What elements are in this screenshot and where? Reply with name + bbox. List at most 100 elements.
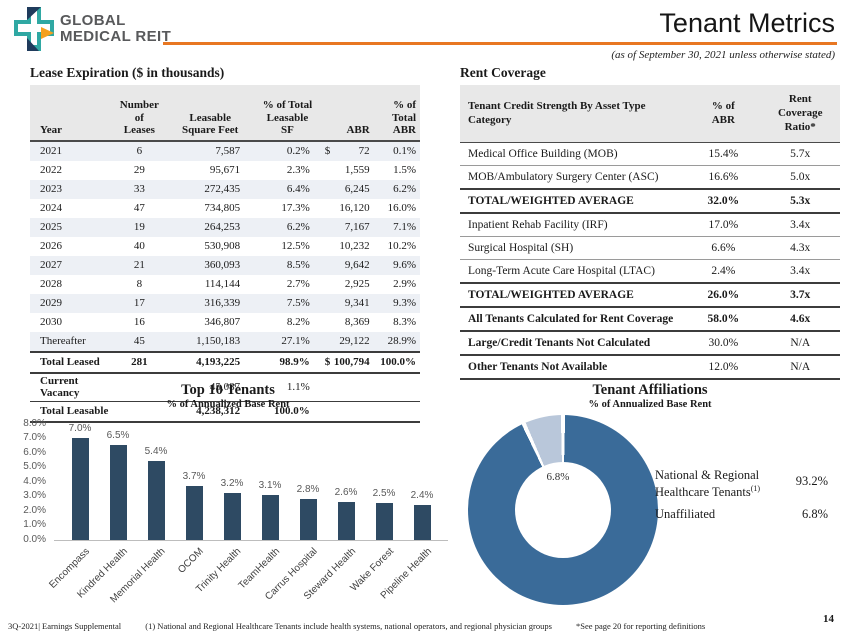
bar-value-label: 3.1% <box>258 479 282 491</box>
bar-value-label: 6.5% <box>106 430 130 442</box>
donut-legend: National & Regional Healthcare Tenants(1)… <box>655 468 828 530</box>
bar: 6.5% <box>107 430 129 540</box>
total-leased-row: Total Leased 281 4,193,225 98.9% $100,794 100… <box>30 350 420 374</box>
total-weighted-average-row: TOTAL/WEIGHTED AVERAGE 32.0% 5.3x <box>460 188 840 215</box>
bar: 2.8% <box>297 484 319 540</box>
y-tick: 3.0% <box>23 490 46 502</box>
footer: 3Q-2021| Earnings Supplemental (1) Natio… <box>8 621 727 631</box>
lease-expiration-section: Lease Expiration ($ in thousands) Year N… <box>30 65 420 423</box>
col-leasable-square-feet: Leasable Square Feet <box>167 85 257 142</box>
table-row: 2024 47 734,805 17.3% 16,120 16.0% <box>40 202 416 215</box>
lease-header-row: Year Number of Leases Leasable Square Feet… <box>30 85 420 142</box>
bars-area: 7.0% 6.5% 5.4% 3.7% 3.2% 3.1% 2.8% 2.6% … <box>54 423 448 541</box>
legend-label: National & Regional Healthcare Tenants(1) <box>655 468 761 499</box>
all-tenants-row: All Tenants Calculated for Rent Coverage… <box>460 306 840 333</box>
bar-value-label: 7.0% <box>68 423 92 435</box>
donut-ring: 6.8% 93.2% <box>468 415 658 619</box>
col-pct-of-abr: % of ABR <box>686 85 761 144</box>
col-abr: ABR <box>321 85 374 142</box>
lease-expiration-table: Year Number of Leases Leasable Square Feet… <box>30 85 420 423</box>
y-tick: 0.0% <box>23 533 46 545</box>
y-tick: 5.0% <box>23 461 46 473</box>
table-row: 2028 8 114,144 2.7% 2,925 2.9% <box>40 278 416 291</box>
table-row: Thereafter 45 1,150,183 27.1% 29,122 28.9% <box>30 331 420 352</box>
table-row: 2029 17 316,339 7.5% 9,341 9.3% <box>30 293 420 313</box>
bar: 3.1% <box>259 480 281 540</box>
bar-value-label: 3.7% <box>182 470 206 482</box>
rent-coverage-section: Rent Coverage Tenant Credit Strength By … <box>460 65 840 381</box>
table-row: Long-Term Acute Care Hospital (LTAC) 2.4%… <box>460 259 840 284</box>
lease-expiration-title: Lease Expiration ($ in thousands) <box>30 65 225 80</box>
y-tick: 4.0% <box>23 475 46 487</box>
table-row: Surgical Hospital (SH) 6.6% 4.3x <box>460 236 840 261</box>
x-tick: OCOM <box>176 545 206 576</box>
bar-value-label: 2.8% <box>296 483 320 495</box>
bar-value-label: 2.6% <box>334 486 358 498</box>
page-subtitle: (as of September 30, 2021 unless otherwi… <box>611 49 835 61</box>
table-row: 2026 40 530,908 12.5% 10,232 10.2% <box>40 240 416 253</box>
donut-chart-subtitle: % of Annualized Base Rent <box>588 398 712 410</box>
bar: 5.4% <box>145 446 167 540</box>
bar: 3.2% <box>221 478 243 540</box>
page-title: Tenant Metrics <box>659 8 835 38</box>
y-axis: 8.0% 7.0% 6.0% 5.0% 4.0% 3.0% 2.0% 1.0% … <box>8 418 46 546</box>
total-leasable-row: Total Leasable 4,238,312 100.0% <box>30 401 420 423</box>
bar-chart-subtitle: % of Annualized Base Rent <box>166 398 290 410</box>
dollar-sign: $ <box>324 145 331 158</box>
table-row: 2023 33 272,435 6.4% 6,245 6.2% <box>30 179 420 199</box>
rent-coverage-table: Tenant Credit Strength By Asset Type Cate… <box>460 85 840 381</box>
table-row: 2030 16 346,807 8.2% 8,369 8.3% <box>40 316 416 329</box>
footnote-marker: (1) <box>750 483 761 493</box>
total-weighted-average-row: TOTAL/WEIGHTED AVERAGE 26.0% 3.7x <box>460 282 840 309</box>
table-row: Inpatient Rehab Facility (IRF) 17.0% 3.4x <box>460 213 840 238</box>
brand-line1: GLOBAL <box>60 12 126 29</box>
y-tick: 6.0% <box>23 446 46 458</box>
bar: 2.4% <box>411 490 433 540</box>
current-vacancy-row: Current Vacancy 45,087 1.1% <box>30 372 420 402</box>
y-tick: 1.0% <box>23 519 46 531</box>
table-row: 2025 19 264,253 6.2% 7,167 7.1% <box>30 217 420 237</box>
footer-report-label: 3Q-2021| Earnings Supplemental <box>8 621 122 631</box>
brand-line2: MEDICAL REIT <box>60 28 172 46</box>
other-tenants-row: Other Tenants Not Available 12.0% N/A <box>460 355 840 381</box>
donut-chart-title: Tenant Affiliations <box>592 382 708 398</box>
bar: 2.6% <box>335 487 357 540</box>
table-row: MOB/Ambulatory Surgery Center (ASC) 16.6%… <box>460 165 840 190</box>
slice-label-national: 93.2% <box>556 607 586 619</box>
dollar-sign: $ <box>324 356 331 369</box>
col-year: Year <box>30 85 112 142</box>
tenant-affiliations-chart: Tenant Affiliations % of Annualized Base… <box>460 382 840 623</box>
top-10-tenants-chart: Top 10 Tenants % of Annualized Base Rent… <box>8 382 448 605</box>
header-accent-rule <box>163 42 837 45</box>
legend-label: Unaffiliated <box>655 507 716 522</box>
bar: 7.0% <box>69 423 91 540</box>
bar-value-label: 5.4% <box>144 446 168 458</box>
bar: 2.5% <box>373 488 395 540</box>
col-rent-coverage-ratio: Rent Coverage Ratio* <box>760 85 840 144</box>
table-row: 2021 6 7,587 0.2% $72 0.1% <box>30 140 420 161</box>
slice-label-unaffiliated: 6.8% <box>546 471 570 483</box>
bar-value-label: 2.4% <box>410 489 434 501</box>
legend-value: 6.8% <box>801 507 828 522</box>
footer-footnote-1: (1) National and Regional Healthcare Ten… <box>145 621 552 631</box>
bar-value-label: 3.2% <box>220 478 244 490</box>
y-tick: 8.0% <box>23 417 46 429</box>
legend-value: 93.2% <box>795 474 828 488</box>
footer-footnote-2: *See page 20 for reporting definitions <box>576 621 706 631</box>
col-pct-total-leasable-sf: % of Total Leasable SF <box>256 85 322 142</box>
rent-coverage-header-row: Tenant Credit Strength By Asset Type Cate… <box>460 85 840 144</box>
y-tick: 7.0% <box>23 432 46 444</box>
x-axis-labels: Encompass Kindred Health Memorial Health… <box>47 541 448 621</box>
bar-chart-title: Top 10 Tenants <box>181 382 275 398</box>
legend-item-national: National & Regional Healthcare Tenants(1)… <box>655 468 828 500</box>
bar: 3.7% <box>183 471 205 540</box>
table-row: 2027 21 360,093 8.5% 9,642 9.6% <box>30 255 420 275</box>
col-category: Tenant Credit Strength By Asset Type Cate… <box>460 85 687 144</box>
table-row: Medical Office Building (MOB) 15.4% 5.7x <box>460 142 840 167</box>
y-tick: 2.0% <box>23 504 46 516</box>
rent-coverage-title: Rent Coverage <box>460 65 546 80</box>
bar-chart-plot: 8.0% 7.0% 6.0% 5.0% 4.0% 3.0% 2.0% 1.0% … <box>23 418 448 605</box>
brand-wordmark: GLOBAL MEDICAL REIT <box>60 12 172 46</box>
legend-item-unaffiliated: Unaffiliated 6.8% <box>655 507 828 523</box>
